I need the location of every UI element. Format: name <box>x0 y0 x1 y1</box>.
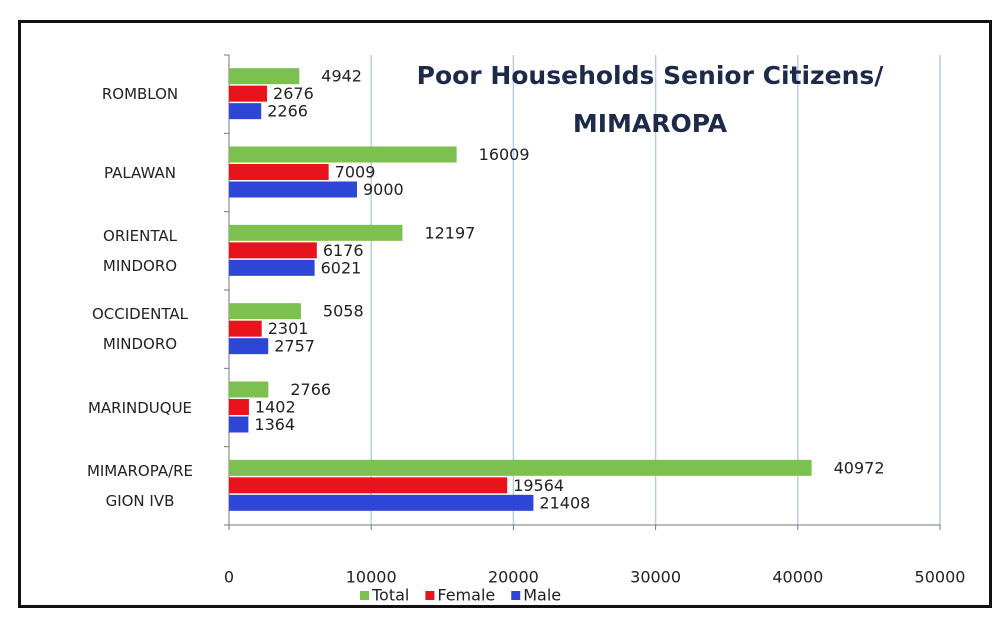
legend-swatch <box>511 591 521 600</box>
bar <box>229 399 249 415</box>
x-tick-label: 0 <box>224 568 234 587</box>
data-label: 2301 <box>268 319 309 338</box>
chart-title: Poor Households Senior Citizens/ MIMAROP… <box>416 61 884 138</box>
data-label: 2676 <box>273 84 314 103</box>
data-label: 40972 <box>834 458 885 477</box>
data-label: 1402 <box>255 398 296 417</box>
legend-label: Male <box>523 586 561 605</box>
bar <box>229 303 301 320</box>
bar <box>229 416 249 433</box>
data-label: 2266 <box>267 102 308 121</box>
data-label: 9000 <box>363 180 404 199</box>
legend-label: Female <box>437 586 495 605</box>
x-tick-label: 30000 <box>630 568 681 587</box>
data-label: 6021 <box>321 258 362 277</box>
bar <box>229 459 812 476</box>
bar <box>229 242 317 259</box>
data-label: 4942 <box>321 67 362 86</box>
bar <box>229 146 457 163</box>
bar <box>229 164 329 180</box>
frame <box>18 20 992 608</box>
bar <box>229 494 534 511</box>
legend-label: Total <box>371 586 409 605</box>
x-tick-label: 10000 <box>346 568 397 587</box>
y-tick-label: ORIENTAL MINDORO <box>102 226 178 275</box>
bar <box>229 224 403 241</box>
legend-swatch <box>360 591 369 600</box>
bar <box>229 85 268 102</box>
data-label: 2757 <box>274 337 315 356</box>
data-label: 6176 <box>323 241 364 260</box>
y-tick-label: MARINDUQUE <box>87 398 193 417</box>
data-label: 21408 <box>539 493 590 512</box>
data-label: 2766 <box>290 380 331 399</box>
x-tick-label: 20000 <box>488 568 539 587</box>
data-label: 19564 <box>513 476 564 495</box>
data-label: 5058 <box>323 302 364 321</box>
data-label: 7009 <box>335 163 376 182</box>
legend-swatch <box>425 591 435 600</box>
bar <box>229 259 315 276</box>
y-tick-label: OCCIDENTAL MINDORO <box>91 305 189 354</box>
y-tick-label: MIMAROPA/RE GION IVB <box>86 461 194 510</box>
bar <box>229 181 357 198</box>
bar <box>229 68 300 85</box>
data-label: 1364 <box>254 415 295 434</box>
data-label: 12197 <box>424 223 475 242</box>
y-tick-label: PALAWAN <box>104 163 176 182</box>
y-tick-label: ROMBLON <box>101 85 179 104</box>
x-tick-label: 40000 <box>772 568 823 587</box>
bar <box>229 381 269 398</box>
bar <box>229 477 508 494</box>
bar <box>229 320 262 337</box>
data-label: 16009 <box>479 145 530 164</box>
x-tick-label: 50000 <box>915 568 966 587</box>
bar <box>229 338 269 355</box>
bar <box>229 103 262 120</box>
